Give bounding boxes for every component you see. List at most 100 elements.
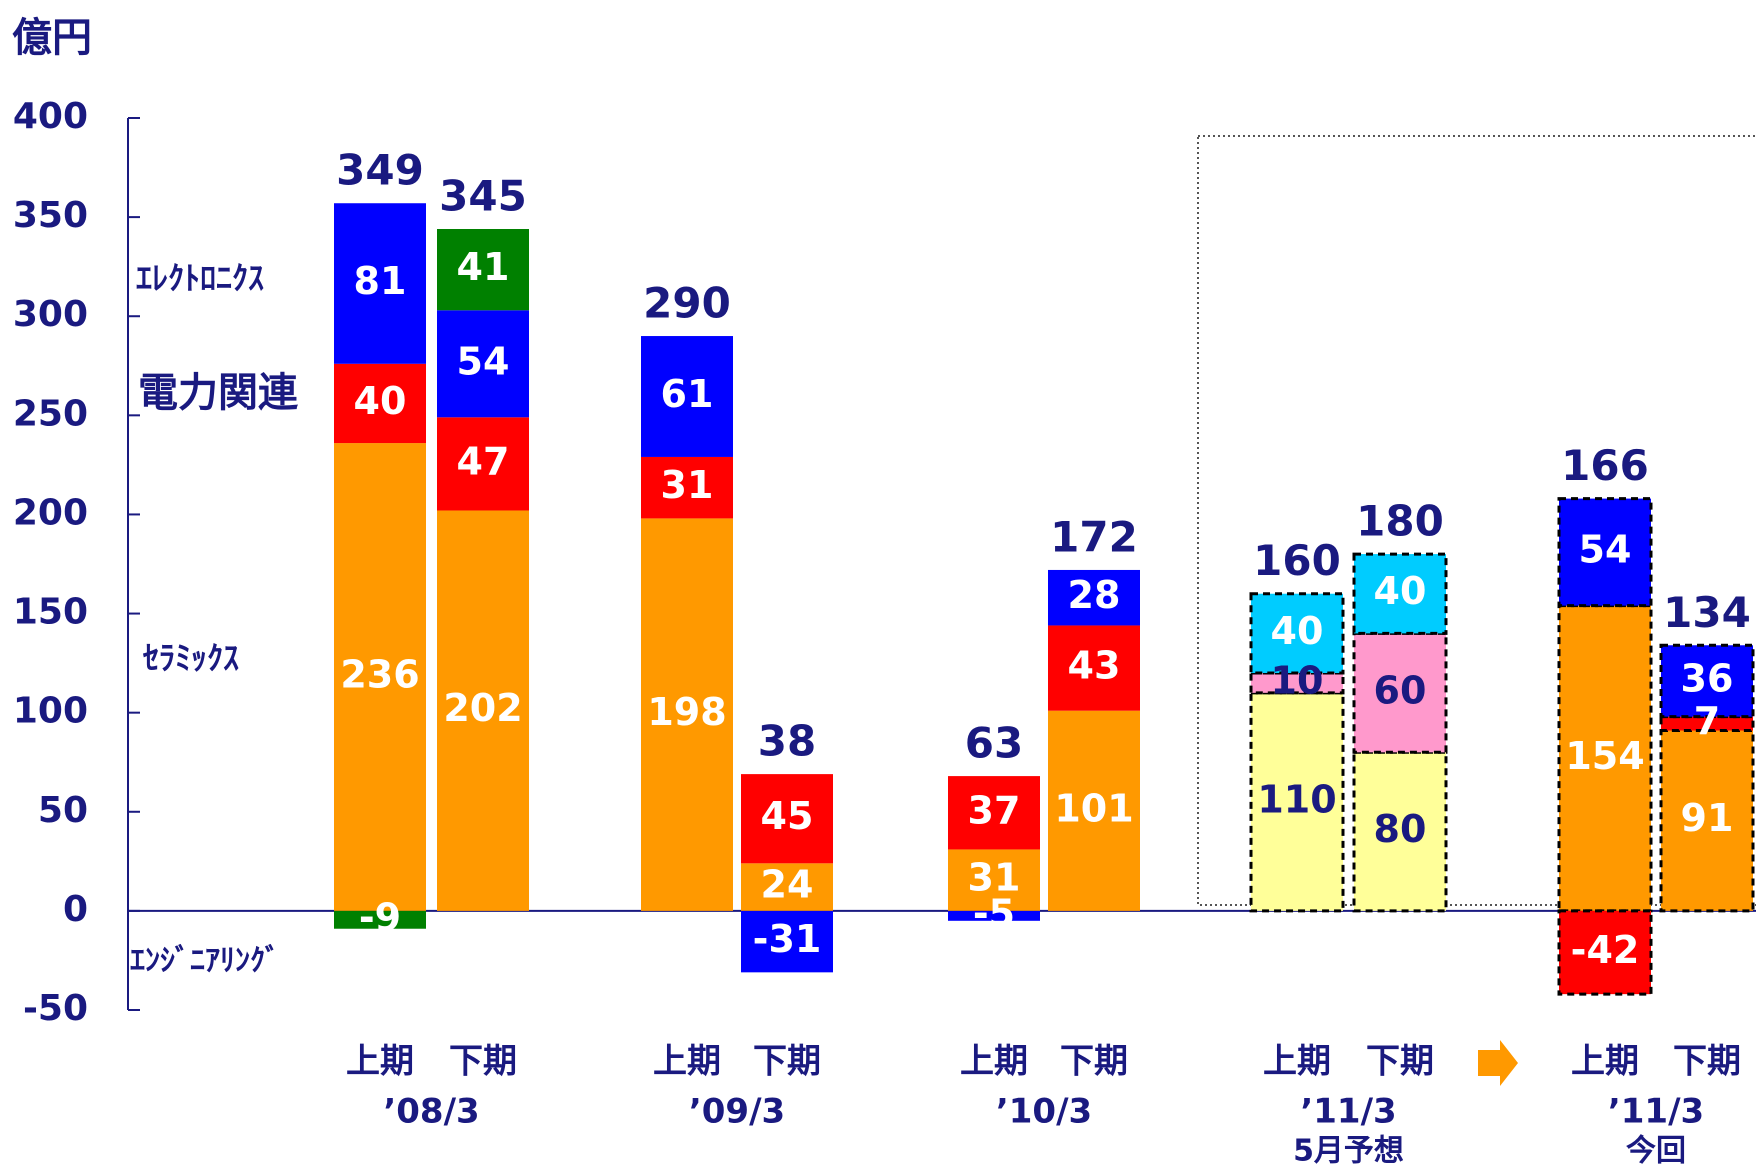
y-axis-label: 億円 [12, 15, 92, 61]
bar-segment [334, 443, 426, 911]
bar-segment [641, 336, 733, 457]
bar-segment [1249, 691, 1345, 913]
bar-segment [948, 849, 1040, 911]
arrow [1478, 1040, 1518, 1086]
y-tick-label: 250 [13, 393, 88, 434]
bar-segment [741, 863, 833, 911]
total-label: 38 [758, 717, 816, 766]
data-label: 37 [968, 788, 1021, 832]
data-label: 28 [1068, 573, 1121, 617]
x-tick-label: 下期 [1366, 1042, 1434, 1082]
x-tick-label: 上期 [1571, 1042, 1639, 1082]
data-label: 236 [340, 652, 419, 696]
data-label: 54 [457, 339, 510, 383]
series-label: 電力関連 [138, 370, 299, 416]
total-label: 172 [1050, 512, 1138, 561]
data-label: 31 [968, 856, 1021, 900]
bar-segment [437, 310, 529, 418]
data-label: 101 [1054, 786, 1133, 830]
data-label: 40 [354, 379, 407, 423]
total-label: 180 [1356, 497, 1444, 546]
bar-segment [1659, 643, 1755, 719]
total-label: 160 [1253, 536, 1341, 585]
data-label: -31 [753, 917, 822, 961]
bar-segment [948, 910, 1040, 921]
y-tick-label: 150 [13, 592, 88, 633]
group-label: ’11/3 [1608, 1092, 1704, 1132]
x-tick-label: 上期 [653, 1042, 721, 1082]
data-label: 80 [1374, 807, 1427, 851]
total-label: 290 [643, 279, 731, 328]
data-label: 61 [661, 372, 714, 416]
y-tick-label: 350 [13, 195, 88, 236]
x-tick-label: 下期 [753, 1042, 821, 1082]
bar-segment [437, 510, 529, 911]
bar-segment [1659, 715, 1755, 733]
bar-segment [641, 518, 733, 911]
data-label: 60 [1374, 668, 1427, 712]
forecast-box [1197, 135, 1756, 906]
data-label: -5 [973, 891, 1015, 935]
data-label: 54 [1579, 528, 1632, 572]
total-label: 345 [439, 172, 527, 221]
total-label: 166 [1561, 441, 1649, 490]
data-label: 110 [1257, 777, 1336, 821]
y-tick-label: 100 [13, 691, 88, 732]
data-label: -9 [359, 895, 401, 939]
y-tick-label: 400 [13, 96, 88, 137]
bar-segment [948, 776, 1040, 850]
series-label: ｴﾚｸﾄﾛﾆｸｽ [136, 259, 264, 297]
y-tick-label: 0 [63, 889, 88, 930]
x-tick-label: 上期 [346, 1042, 414, 1082]
x-tick-label: 上期 [1263, 1042, 1331, 1082]
data-label: 7 [1694, 699, 1720, 743]
bar-segment [641, 456, 733, 519]
bar-segment [741, 774, 833, 864]
x-tick-label: 上期 [960, 1042, 1028, 1082]
total-label: 349 [336, 146, 424, 195]
data-label: 41 [457, 245, 510, 289]
bar-segment [1557, 604, 1653, 913]
data-label: 47 [457, 439, 510, 483]
x-tick-label: 下期 [1060, 1042, 1128, 1082]
group-label: ’08/3 [383, 1092, 479, 1132]
bar-segment [1557, 909, 1653, 996]
bar-segment [1352, 552, 1448, 635]
bar-segment [1352, 631, 1448, 754]
x-tick-label: 下期 [1673, 1042, 1741, 1082]
data-label: 36 [1681, 656, 1734, 700]
bar-segment [334, 363, 426, 444]
bar-segment [334, 910, 426, 929]
series-label: ｾﾗﾐｯｸｽ [142, 639, 239, 677]
data-label: 40 [1374, 569, 1427, 613]
data-label: 81 [354, 259, 407, 303]
bar-segment [1048, 710, 1140, 911]
group-sublabel: 今回 [1626, 1134, 1686, 1169]
total-label: 134 [1663, 588, 1751, 637]
y-tick-label: 200 [13, 492, 88, 533]
data-label: 24 [761, 863, 814, 907]
data-label: 31 [661, 463, 714, 507]
data-label: 40 [1271, 609, 1324, 653]
group-label: ’11/3 [1300, 1092, 1396, 1132]
group-sublabel: 5月予想 [1293, 1134, 1404, 1169]
bar-segment [334, 203, 426, 364]
data-label: 91 [1681, 796, 1734, 840]
group-label: ’09/3 [689, 1092, 785, 1132]
y-tick-label: -50 [23, 988, 88, 1029]
bar-segment [1659, 729, 1755, 913]
bar-segment [1557, 497, 1653, 608]
data-label: 10 [1271, 658, 1324, 702]
bar-segment [1249, 592, 1345, 675]
y-tick-label: 300 [13, 294, 88, 335]
bar-segment [1352, 750, 1448, 913]
group-label: ’10/3 [996, 1092, 1092, 1132]
x-tick-label: 下期 [449, 1042, 517, 1082]
bar-segment [437, 417, 529, 511]
y-tick-label: 50 [38, 790, 88, 831]
data-label: 43 [1068, 644, 1121, 688]
bar-segment [1048, 625, 1140, 711]
total-label: 63 [965, 719, 1023, 768]
bar-segment [437, 229, 529, 311]
